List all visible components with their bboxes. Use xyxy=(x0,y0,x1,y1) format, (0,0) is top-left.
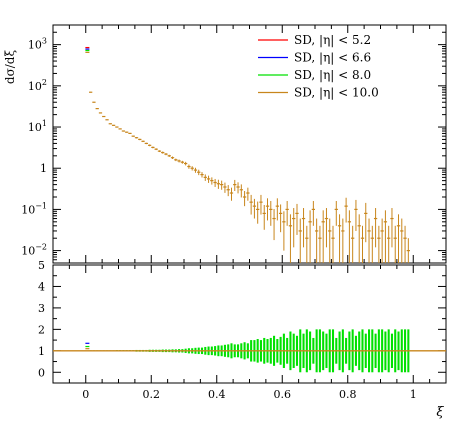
ratio-frame xyxy=(52,264,447,384)
y-tick-label: 101 xyxy=(28,119,47,134)
y-tick-label: 1 xyxy=(40,162,47,175)
ratio-plot-panel: 0 1 2 3 4 5 0 0.2 0.4 0.6 0.8 1 ξ xyxy=(38,259,447,420)
main-plot-panel: 10−2 10−1 1 101 102 103 dσ/dξ SD, |η| < 5.2 SD, … xyxy=(3,24,447,264)
y-tick-label: 2 xyxy=(38,323,45,336)
y-tick-label: 10−2 xyxy=(21,243,47,258)
y-tick-label: 103 xyxy=(28,37,47,52)
x-axis-label: ξ xyxy=(436,405,444,420)
y-tick-label: 5 xyxy=(38,259,45,272)
y-tick-label: 0 xyxy=(38,366,45,379)
legend-label: SD, |η| < 6.6 xyxy=(294,51,371,65)
legend-label: SD, |η| < 10.0 xyxy=(294,86,379,100)
x-tick-label: 0.6 xyxy=(274,388,292,401)
y-tick-label: 10−1 xyxy=(21,201,47,216)
y-tick-label: 102 xyxy=(28,78,47,93)
x-tick-label: 1 xyxy=(410,388,417,401)
x-tick-label: 0.2 xyxy=(143,388,161,401)
main-frame xyxy=(52,24,447,264)
y-axis-label: dσ/dξ xyxy=(3,50,17,85)
x-tick-label: 0 xyxy=(82,388,89,401)
y-tick-label: 1 xyxy=(38,345,45,358)
y-tick-label: 4 xyxy=(38,280,45,293)
legend-label: SD, |η| < 5.2 xyxy=(294,33,371,47)
x-tick-label: 0.4 xyxy=(208,388,226,401)
x-tick-label: 0.8 xyxy=(339,388,357,401)
legend-label: SD, |η| < 8.0 xyxy=(294,68,371,82)
y-tick-label: 3 xyxy=(38,302,45,315)
